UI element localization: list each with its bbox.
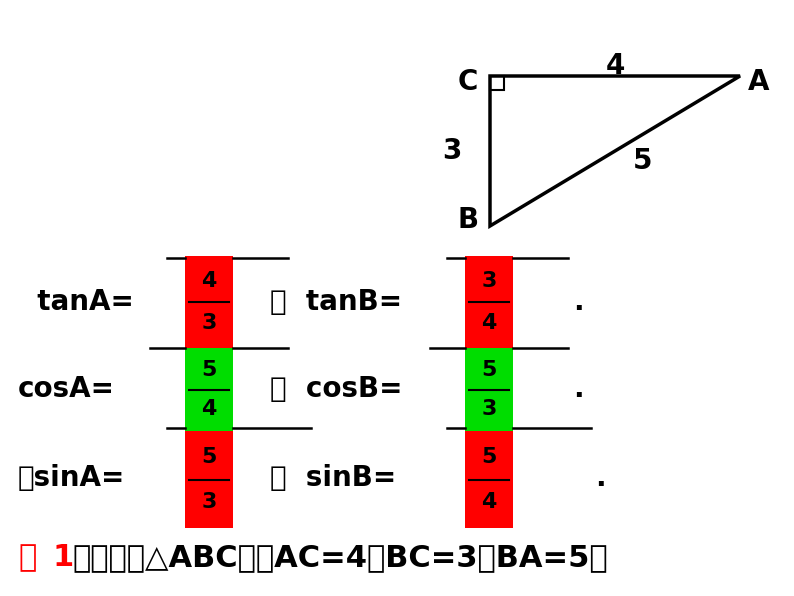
Text: 3: 3 (442, 137, 462, 165)
Text: 4: 4 (605, 52, 625, 80)
Text: 5: 5 (633, 147, 653, 175)
Bar (465, 348, 513, 431)
Text: C: C (458, 68, 478, 96)
Text: B: B (457, 206, 479, 234)
Text: ，  tanB=: ， tanB= (270, 288, 402, 316)
Text: .: . (573, 288, 584, 316)
Text: cosA=: cosA= (18, 375, 115, 403)
Text: ：如图，△ABC中，AC=4，BC=3，BA=5，: ：如图，△ABC中，AC=4，BC=3，BA=5， (72, 544, 607, 573)
Bar (185, 348, 233, 431)
Text: ，  sinB=: ， sinB= (270, 464, 396, 492)
Text: 5: 5 (202, 447, 217, 467)
Text: 1: 1 (52, 544, 73, 573)
Bar (465, 431, 513, 528)
Text: 4: 4 (481, 313, 497, 333)
Text: 3: 3 (202, 313, 217, 333)
Text: A: A (748, 68, 769, 96)
Text: tanA=: tanA= (18, 288, 134, 316)
Text: 4: 4 (481, 492, 497, 512)
Text: .: . (595, 464, 606, 492)
Text: 3: 3 (481, 271, 497, 291)
Bar (490, 76, 504, 90)
Text: 4: 4 (202, 271, 217, 291)
Bar (465, 256, 513, 348)
Text: 例: 例 (18, 544, 37, 573)
Text: 5: 5 (481, 447, 497, 467)
Text: ，  cosB=: ， cosB= (270, 375, 403, 403)
Text: 则sinA=: 则sinA= (18, 464, 125, 492)
Bar (185, 431, 233, 528)
Text: 5: 5 (481, 361, 497, 380)
Text: 3: 3 (202, 492, 217, 512)
Text: .: . (573, 375, 584, 403)
Text: 4: 4 (202, 399, 217, 418)
Text: 3: 3 (481, 399, 497, 418)
Text: 5: 5 (202, 361, 217, 380)
Bar (185, 256, 233, 348)
